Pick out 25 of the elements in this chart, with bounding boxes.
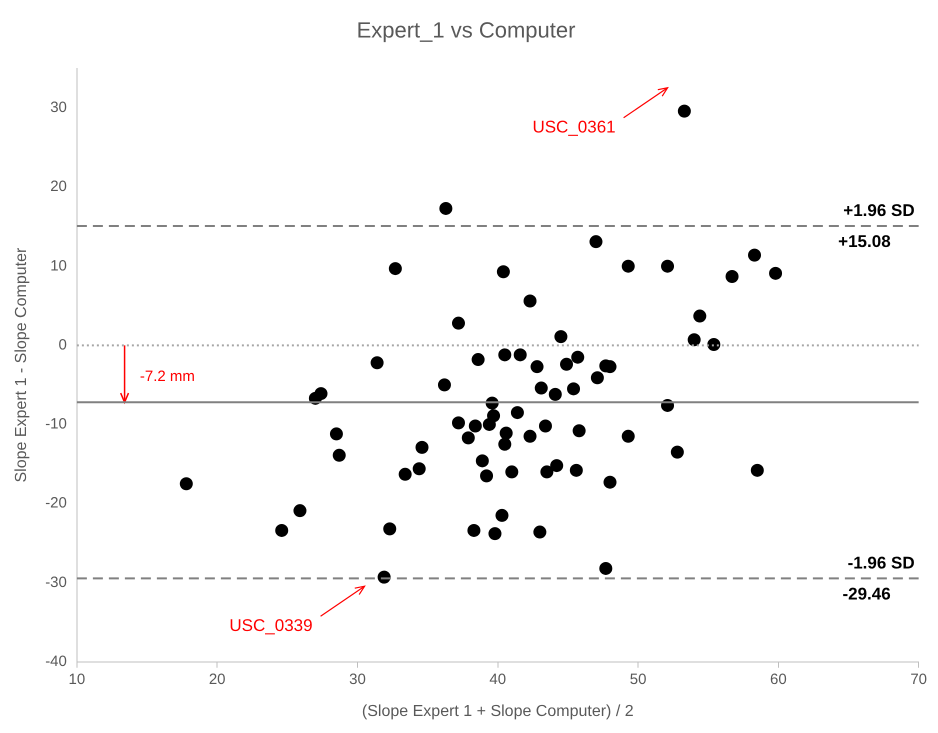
x-axis-title: (Slope Expert 1 + Slope Computer) / 2 bbox=[362, 702, 634, 720]
y-tick-label: -10 bbox=[45, 416, 67, 433]
y-tick-label: 30 bbox=[50, 99, 67, 116]
y-tick-label: -20 bbox=[45, 494, 67, 512]
y-tick-label: 20 bbox=[50, 178, 67, 196]
x-tick-label: 70 bbox=[910, 670, 927, 688]
annotation: USC_0339 bbox=[229, 616, 313, 635]
annotation: -29.46 bbox=[842, 584, 891, 604]
ref-line-label: -1.96 SD bbox=[848, 554, 915, 573]
x-tick-label: 10 bbox=[68, 670, 86, 688]
y-tick-label: 0 bbox=[58, 336, 67, 354]
y-tick-label: -40 bbox=[45, 652, 67, 670]
ref-line-label: +1.96 SD bbox=[843, 201, 915, 220]
x-tick-label: 40 bbox=[489, 670, 506, 688]
chart-title: Expert_1 vs Computer bbox=[356, 17, 576, 42]
x-tick-label: 50 bbox=[630, 670, 646, 688]
y-tick-label: -30 bbox=[45, 574, 67, 591]
x-tick-label: 60 bbox=[770, 670, 787, 688]
y-tick-label: 10 bbox=[50, 257, 67, 274]
ref-line-label: -7.2 mm bbox=[140, 368, 195, 385]
y-axis-title: Slope Expert 1 - Slope Computer bbox=[13, 247, 30, 482]
annotation: USC_0361 bbox=[532, 117, 616, 136]
x-tick-label: 20 bbox=[208, 670, 226, 688]
x-tick-label: 30 bbox=[349, 670, 366, 688]
annotation: +15.08 bbox=[838, 232, 891, 252]
